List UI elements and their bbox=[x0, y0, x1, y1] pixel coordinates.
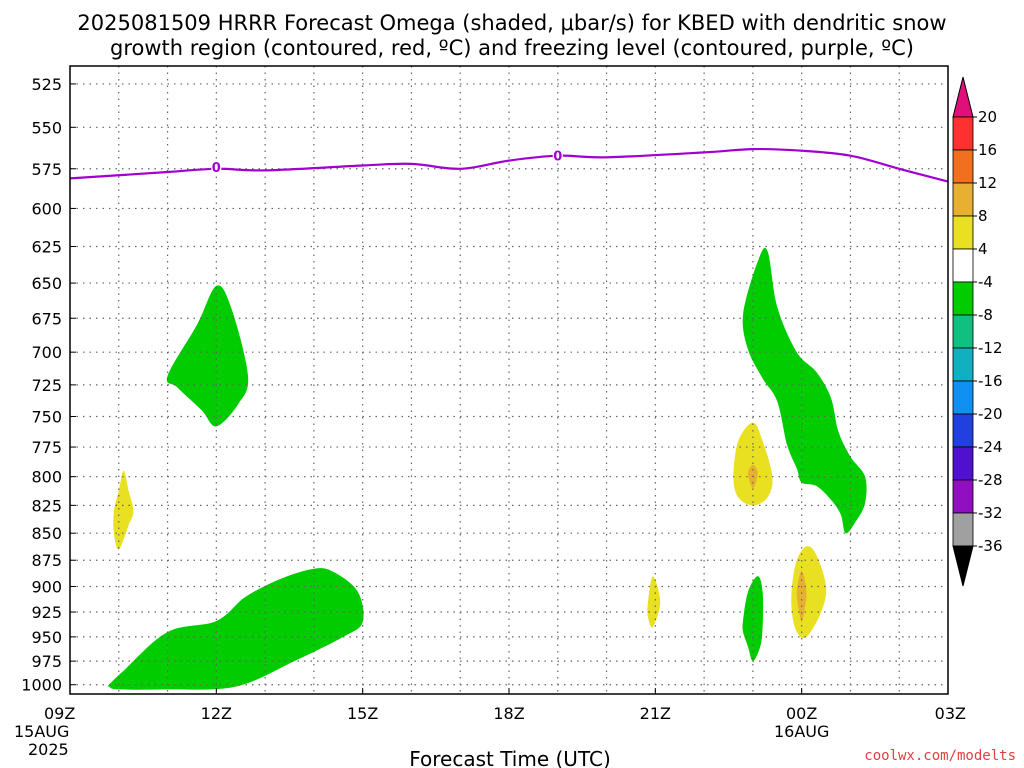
freezing-label-bg-0 bbox=[211, 160, 222, 174]
freezing-level-label-0: 0 bbox=[212, 161, 221, 176]
y-tick-label-775: 775 bbox=[31, 438, 62, 457]
x-tick-label-09Z: 09Z bbox=[44, 704, 75, 723]
freezing-level-line bbox=[69, 147, 949, 183]
y-tick-label-900: 900 bbox=[31, 577, 62, 596]
y-tick-label-950: 950 bbox=[31, 628, 62, 647]
colorbar-label--12: -12 bbox=[978, 339, 1003, 357]
y-tick-label-850: 850 bbox=[31, 524, 62, 543]
x-axis-title: Forecast Time (UTC) bbox=[409, 747, 611, 768]
y-tick-label-875: 875 bbox=[31, 551, 62, 570]
colorbar-label--8: -8 bbox=[978, 306, 993, 324]
colorbar-label-12: 12 bbox=[978, 174, 997, 192]
omega-shaded-regions bbox=[107, 247, 867, 690]
colorbar-label--24: -24 bbox=[978, 438, 1003, 456]
colorbar-label--36: -36 bbox=[978, 537, 1003, 555]
y-tick-label-1000: 1000 bbox=[21, 676, 62, 695]
colorbar-segment-9 bbox=[952, 413, 974, 448]
colorbar-label--32: -32 bbox=[978, 504, 1003, 522]
y-tick-label-700: 700 bbox=[31, 343, 62, 362]
y-axis-pressure-labels: 525 550 575 600 625 650 675 700 725 750 775 800 825 8… bbox=[21, 75, 76, 695]
x-tick-label-03Z: 03Z bbox=[935, 704, 966, 723]
omega-region-2 bbox=[742, 247, 867, 534]
colorbar-segment-8 bbox=[952, 380, 974, 415]
colorbar-segment-7 bbox=[952, 347, 974, 382]
colorbar-label-20: 20 bbox=[978, 108, 997, 126]
colorbar-label-4: 4 bbox=[978, 240, 988, 258]
omega-region-0 bbox=[166, 285, 249, 427]
colorbar-segment-2 bbox=[952, 182, 974, 217]
omega-colorbar: 20 16 12 8 4 -4 -8 -12 -16 -20 -24 -28 -32 -36 bbox=[952, 76, 1003, 587]
x-tick-date-00Z: 16AUG bbox=[774, 722, 829, 741]
chart-title-line-1: 2025081509 HRRR Forecast Omega (shaded, … bbox=[77, 11, 946, 35]
plot-area: 00 bbox=[69, 65, 949, 695]
colorbar-segment-4 bbox=[952, 248, 974, 283]
x-tick-label-00Z: 00Z bbox=[786, 704, 817, 723]
freezing-label-bg-1 bbox=[552, 148, 563, 162]
omega-region-1 bbox=[107, 568, 364, 690]
x-tick-label-12Z: 12Z bbox=[201, 704, 232, 723]
colorbar-label--28: -28 bbox=[978, 471, 1003, 489]
colorbar-label-8: 8 bbox=[978, 207, 988, 225]
freezing-level-label-1: 0 bbox=[553, 150, 562, 165]
x-tick-date-09Z: 15AUG bbox=[14, 722, 69, 741]
colorbar-segment-12 bbox=[952, 512, 974, 547]
y-tick-label-975: 975 bbox=[31, 652, 62, 671]
colorbar-segment-3 bbox=[952, 215, 974, 250]
y-tick-label-675: 675 bbox=[31, 309, 62, 328]
y-tick-label-725: 725 bbox=[31, 376, 62, 395]
omega-region-4 bbox=[113, 470, 134, 550]
freezing-level-contour: 00 bbox=[69, 147, 949, 183]
credit-text: coolwx.com/modelts bbox=[864, 748, 1016, 764]
chart-title-line-2: growth region (contoured, red, ºC) and f… bbox=[110, 36, 914, 60]
omega-region-9 bbox=[796, 570, 807, 623]
colorbar-top-cap bbox=[952, 76, 974, 118]
x-tick-label-15Z: 15Z bbox=[347, 704, 378, 723]
colorbar-label--4: -4 bbox=[978, 273, 993, 291]
x-tick-label-21Z: 21Z bbox=[640, 704, 671, 723]
y-tick-label-925: 925 bbox=[31, 603, 62, 622]
colorbar-label-16: 16 bbox=[978, 141, 997, 159]
y-tick-label-625: 625 bbox=[31, 237, 62, 256]
y-tick-label-575: 575 bbox=[31, 160, 62, 179]
y-tick-label-825: 825 bbox=[31, 496, 62, 515]
y-tick-label-550: 550 bbox=[31, 118, 62, 137]
colorbar-bottom-cap bbox=[952, 545, 974, 587]
colorbar-segment-11 bbox=[952, 479, 974, 514]
omega-region-6 bbox=[647, 576, 661, 628]
colorbar-label--20: -20 bbox=[978, 405, 1003, 423]
y-tick-label-525: 525 bbox=[31, 75, 62, 94]
y-tick-label-800: 800 bbox=[31, 468, 62, 487]
omega-region-5 bbox=[733, 422, 773, 506]
x-tick-year-09Z: 2025 bbox=[28, 740, 69, 759]
colorbar-segment-0 bbox=[952, 116, 974, 151]
y-tick-label-600: 600 bbox=[31, 199, 62, 218]
colorbar-segment-1 bbox=[952, 149, 974, 184]
x-tick-label-18Z: 18Z bbox=[493, 704, 524, 723]
colorbar-label--16: -16 bbox=[978, 372, 1003, 390]
y-tick-label-750: 750 bbox=[31, 407, 62, 426]
y-tick-label-650: 650 bbox=[31, 274, 62, 293]
colorbar-segment-10 bbox=[952, 446, 974, 481]
colorbar-segment-6 bbox=[952, 314, 974, 349]
colorbar-segment-5 bbox=[952, 281, 974, 316]
